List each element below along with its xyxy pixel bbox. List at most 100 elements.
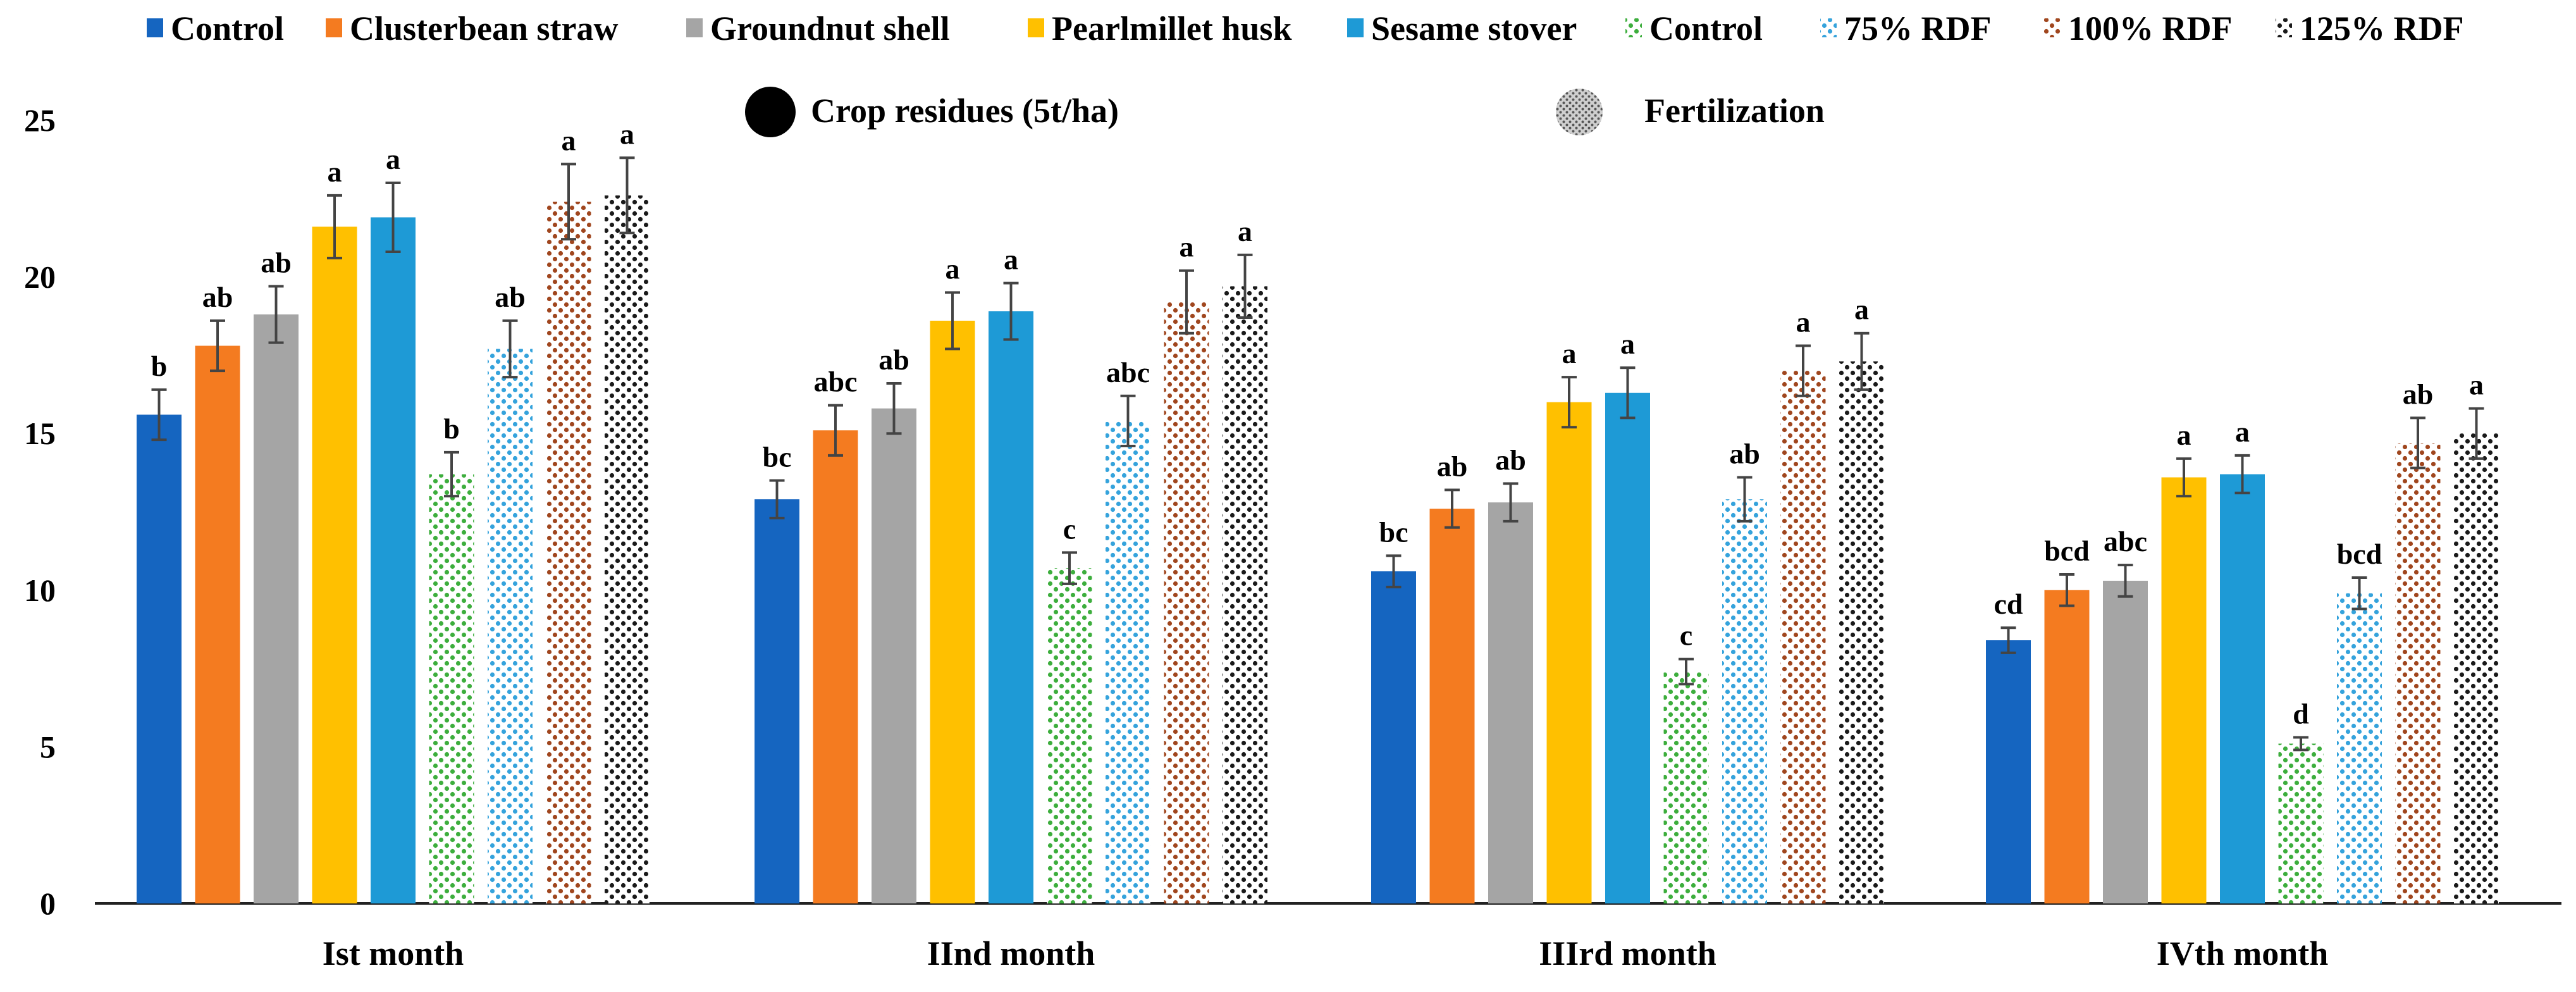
- bar-ivth-month-residue-control: [1986, 640, 2031, 903]
- y-tick-label: 5: [40, 729, 56, 764]
- error-bar: [886, 381, 902, 435]
- bar-iiird-month-residue-groundnut-shell: [1488, 502, 1533, 903]
- error-bar: [2351, 576, 2367, 611]
- legend-label: Pearlmillet husk: [1052, 9, 1291, 47]
- bar-iind-month-residue-pearlmillet-husk: [930, 320, 975, 904]
- legend-swatch: [326, 18, 342, 37]
- error-bar: [1562, 376, 1577, 429]
- bar-ivth-month-residue-sesame-stover: [2220, 474, 2265, 903]
- crop-residues-marker: [745, 87, 796, 137]
- bar-iind-month-residue-sesame-stover: [989, 311, 1033, 903]
- significance-label: ab: [495, 281, 526, 313]
- error-bar: [210, 319, 225, 373]
- error-bar: [1120, 394, 1136, 448]
- significance-label: b: [151, 350, 168, 382]
- significance-label: c: [1680, 619, 1692, 652]
- bar-ist-month-residue-clusterbean-straw: [195, 345, 240, 903]
- crop-residues-label: Crop residues (5t/ha): [811, 92, 1119, 130]
- bar-ist-month-fert-control: [429, 474, 474, 903]
- bar-iind-month-fert-100pct-rdf: [1164, 302, 1209, 903]
- legend-label: Sesame stover: [1371, 9, 1577, 47]
- bar-ivth-month-residue-clusterbean-straw: [2044, 590, 2090, 903]
- significance-label: a: [1180, 231, 1194, 263]
- legend-label: Clusterbean straw: [350, 9, 618, 47]
- significance-label: a: [328, 156, 342, 188]
- bar-iind-month-fert-75pct-rdf: [1106, 421, 1150, 903]
- error-bar: [1062, 551, 1077, 585]
- bar-ivth-month-residue-groundnut-shell: [2103, 580, 2148, 903]
- bar-ivth-month-fert-control: [2278, 743, 2324, 903]
- error-bar: [1796, 344, 1811, 397]
- bar-iiird-month-residue-clusterbean-straw: [1429, 509, 1475, 903]
- significance-label: bc: [1379, 516, 1408, 548]
- legend-item-fert-75pct-rdf: 75% RDF: [1820, 9, 1991, 47]
- error-bar: [2293, 736, 2308, 752]
- legend-item-residue-sesame-stover: Sesame stover: [1347, 9, 1577, 47]
- bar-iiird-month-fert-125pct-rdf: [1839, 361, 1884, 903]
- legend-label: 125% RDF: [2300, 9, 2463, 47]
- significance-label: a: [2177, 419, 2191, 451]
- x-category-label: IIIrd month: [1539, 934, 1716, 972]
- significance-label: a: [1562, 337, 1577, 369]
- legend-label: 75% RDF: [1844, 9, 1991, 47]
- bar-iind-month-residue-clusterbean-straw: [813, 430, 858, 903]
- error-bar: [1620, 366, 1636, 419]
- error-bar: [1503, 482, 1519, 523]
- error-bar: [2468, 407, 2484, 460]
- bar-iiird-month-fert-100pct-rdf: [1780, 371, 1826, 903]
- significance-label: c: [1063, 512, 1076, 545]
- error-bar: [945, 291, 960, 350]
- error-bar: [2234, 454, 2250, 495]
- bars: [137, 195, 2499, 904]
- significance-label: a: [1796, 306, 1811, 338]
- error-bar: [2000, 626, 2016, 654]
- error-bar: [828, 404, 843, 457]
- legend-swatch: [1625, 18, 1642, 37]
- legend-swatch: [1347, 18, 1364, 37]
- error-bar: [327, 194, 342, 259]
- legend-item-fert-100pct-rdf: 100% RDF: [2044, 9, 2232, 47]
- error-bar: [1679, 657, 1694, 686]
- bar-ist-month-fert-100pct-rdf: [546, 201, 591, 904]
- significance-label: a: [1004, 244, 1018, 276]
- significance-label: bcd: [2044, 535, 2090, 567]
- bar-ist-month-residue-pearlmillet-husk: [312, 226, 357, 903]
- error-bar: [2176, 457, 2191, 498]
- significance-label: a: [1854, 294, 1869, 326]
- legend-swatch: [147, 18, 163, 37]
- bar-iiird-month-residue-control: [1371, 571, 1416, 903]
- x-category-label: IInd month: [927, 934, 1095, 972]
- error-bar: [1737, 476, 1753, 523]
- y-tick-label: 15: [24, 416, 56, 451]
- legend-item-residue-pearlmillet-husk: Pearlmillet husk: [1028, 9, 1291, 47]
- error-bar: [1386, 554, 1402, 588]
- legend-label: Groundnut shell: [710, 9, 950, 47]
- x-category-label: Ist month: [323, 934, 464, 972]
- legend-label: 100% RDF: [2068, 9, 2232, 47]
- bar-ist-month-fert-125pct-rdf: [605, 195, 650, 903]
- error-bar: [769, 479, 785, 519]
- significance-label: ab: [2403, 378, 2434, 410]
- axes: 0 5 10 15 20 25 Ist month IInd month IIIrd month…: [24, 102, 2561, 972]
- error-bar: [1854, 332, 1870, 391]
- significance-label: a: [2235, 416, 2250, 448]
- y-tick-label: 25: [24, 102, 56, 138]
- fertilization-label: Fertilization: [1644, 92, 1825, 130]
- significance-label: abc: [2104, 525, 2147, 557]
- bar-ivth-month-fert-125pct-rdf: [2454, 433, 2499, 903]
- error-bar: [268, 285, 284, 344]
- significance-label: ab: [1729, 438, 1760, 470]
- y-tick-label: 10: [24, 573, 56, 608]
- error-bar: [2059, 573, 2074, 607]
- bar-iiird-month-residue-pearlmillet-husk: [1546, 402, 1592, 903]
- significance-label: bcd: [2337, 538, 2382, 570]
- error-bar: [385, 182, 401, 253]
- significance-label: bc: [763, 440, 792, 473]
- legend-swatch: [2276, 18, 2292, 37]
- error-bar: [2410, 416, 2425, 469]
- legend-swatch: [1028, 18, 1044, 37]
- group-legend-crop-residues: Crop residues (5t/ha): [745, 87, 1119, 137]
- x-category-label: IVth month: [2157, 934, 2329, 972]
- bar-ist-month-fert-75pct-rdf: [488, 349, 533, 903]
